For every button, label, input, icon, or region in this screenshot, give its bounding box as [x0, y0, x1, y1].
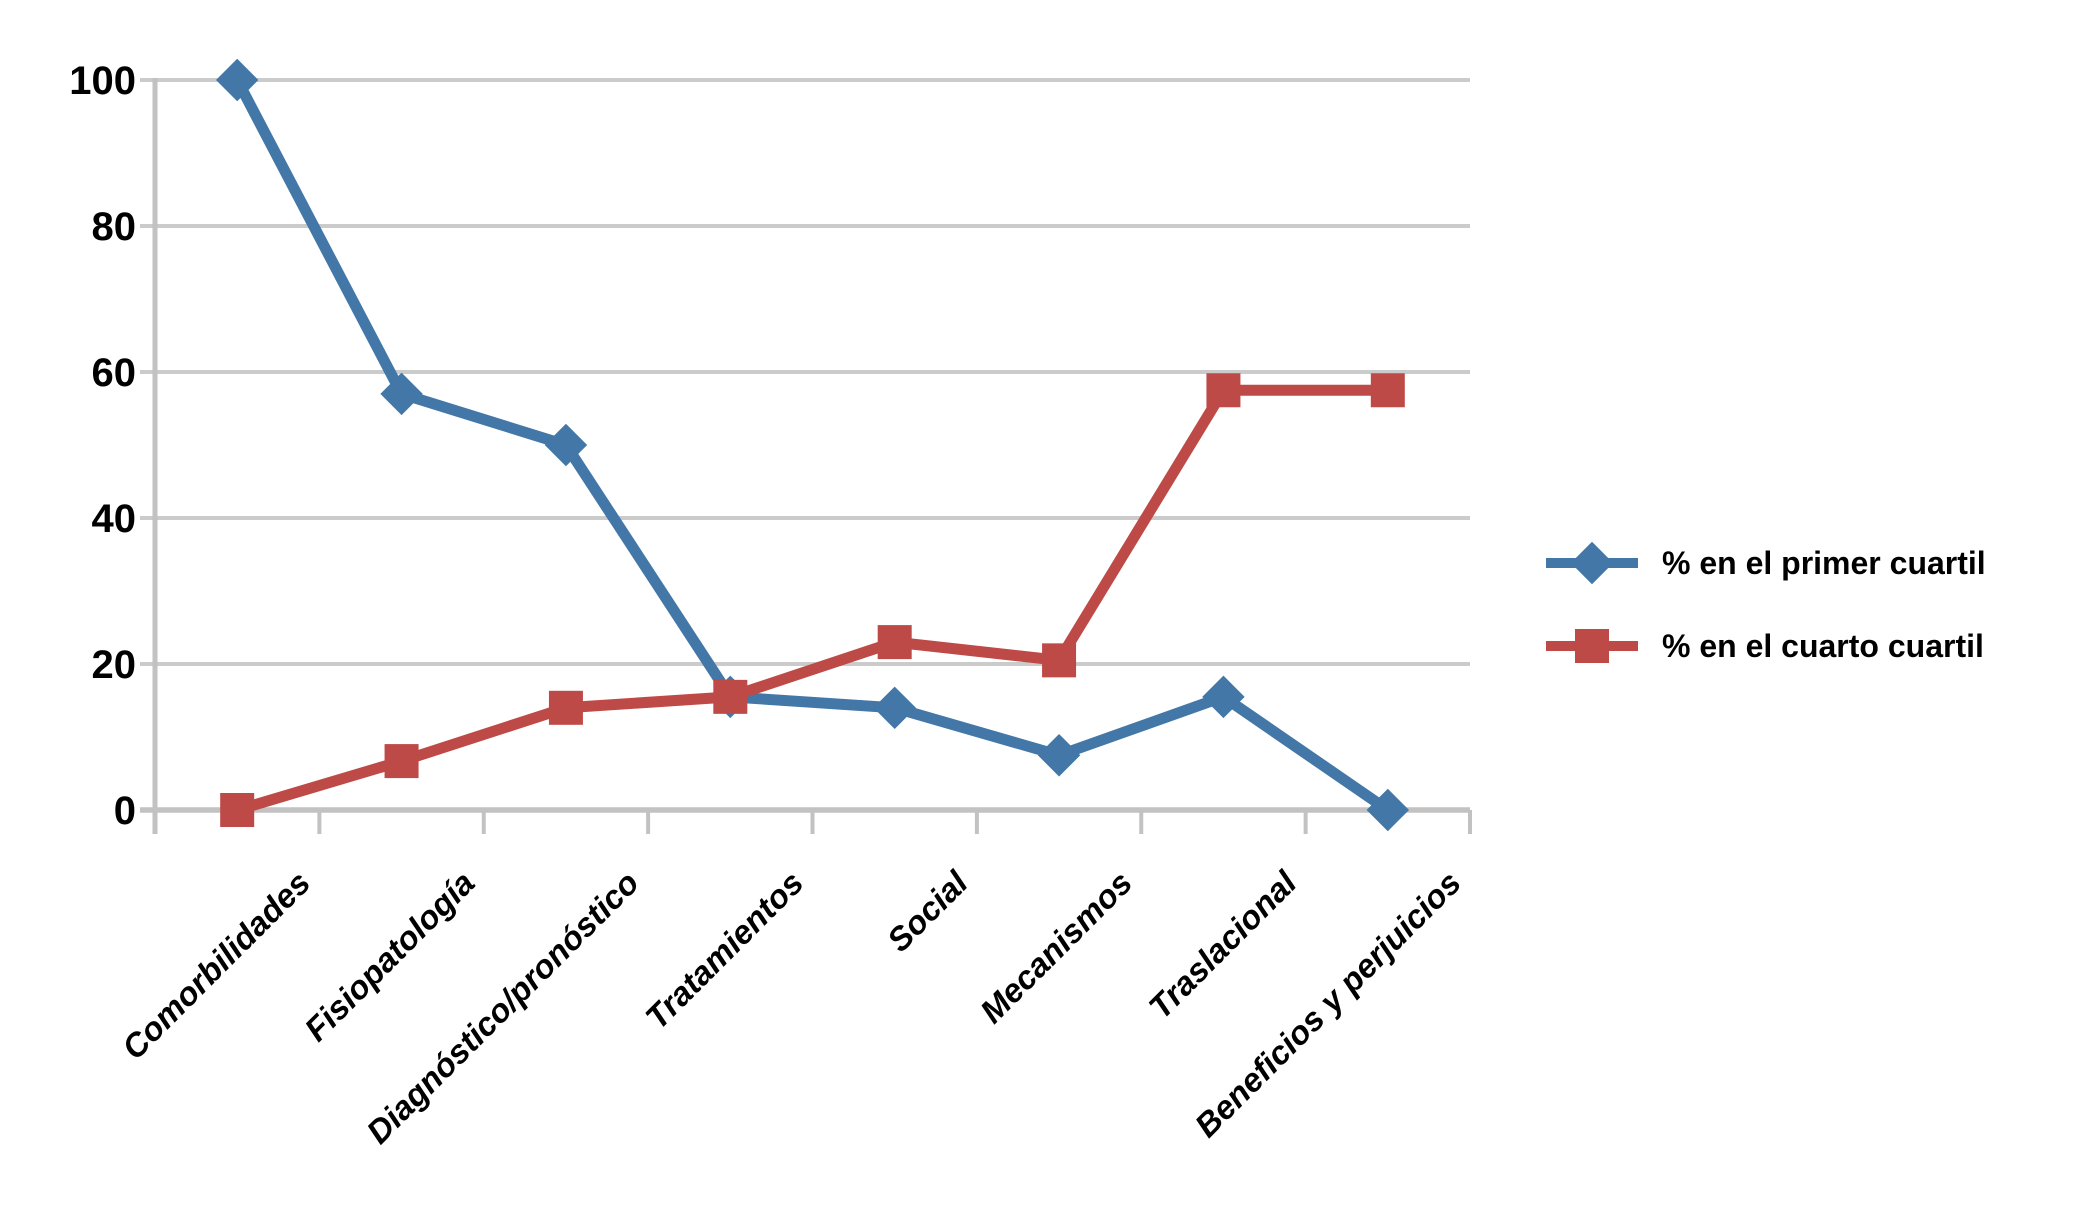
marker-square [1206, 373, 1241, 408]
marker-square [220, 793, 255, 827]
marker-square [1042, 643, 1077, 678]
legend-label: % en el cuarto cuartil [1662, 628, 1984, 664]
y-tick-label: 60 [92, 351, 137, 395]
marker-square [1370, 373, 1405, 408]
series-line-cuarto-cuartil [231, 384, 1394, 816]
y-tick-label: 20 [92, 643, 137, 687]
y-tick-label: 100 [69, 59, 136, 103]
marker-diamond [873, 686, 916, 730]
category-label: Diagnóstico/pronóstico [359, 864, 646, 1151]
category-label: Social [880, 863, 975, 958]
series-line-primer-cuartil [231, 74, 1394, 816]
marker-diamond [1366, 788, 1410, 832]
marker-diamond [380, 372, 423, 416]
marker-square [548, 690, 583, 725]
legend-label: % en el primer cuartil [1662, 545, 1986, 581]
category-label: Mecanismos [973, 864, 1139, 1030]
marker-square [384, 744, 419, 779]
category-label: Tratamientos [638, 864, 810, 1036]
marker-diamond [215, 58, 259, 102]
category-label: Fisiopatología [297, 864, 481, 1048]
marker-square [877, 625, 912, 660]
legend-marker-square [1575, 629, 1609, 663]
y-tick-label: 40 [92, 497, 137, 541]
category-label: Comorbilidades [115, 864, 317, 1066]
y-tick-label: 80 [92, 205, 137, 249]
category-label: Beneficios y perjuicios [1187, 864, 1467, 1144]
marker-square [713, 679, 748, 714]
category-label: Traslacional [1141, 863, 1304, 1026]
legend-marker-diamond [1570, 541, 1614, 585]
marker-diamond [1037, 734, 1081, 777]
marker-diamond [1202, 675, 1245, 719]
y-tick-label: 0 [114, 789, 136, 833]
